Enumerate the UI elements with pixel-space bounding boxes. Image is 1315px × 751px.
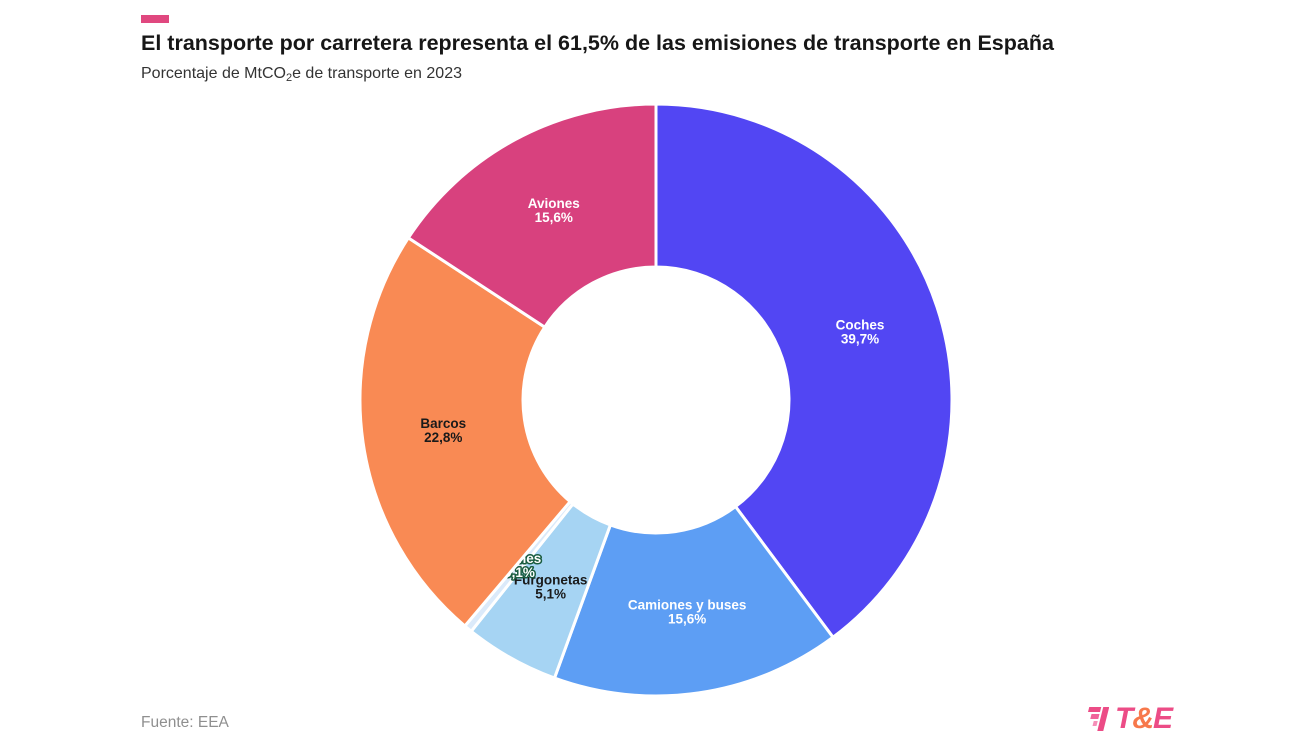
te-logo[interactable]: T&E xyxy=(1083,702,1173,735)
subtitle-text-suffix: e de transporte en 2023 xyxy=(292,65,462,82)
te-logo-text: T&E xyxy=(1115,702,1173,735)
page-title: El transporte por carretera representa e… xyxy=(141,31,1054,55)
logo-letter-e: E xyxy=(1153,702,1173,735)
logo-stripe-1 xyxy=(1088,707,1102,712)
subtitle-text: Porcentaje de MtCO xyxy=(141,65,286,82)
subtitle-subscript: 2 xyxy=(285,72,293,84)
logo-letter-amp: & xyxy=(1132,702,1154,735)
pie-segment-barcos[interactable] xyxy=(358,236,572,628)
logo-bar xyxy=(1097,707,1109,731)
title-accent-bar xyxy=(141,15,169,23)
chart-subtitle: Porcentaje de MtCO2e de transporte en 20… xyxy=(141,65,462,84)
source-note: Fuente: EEA xyxy=(141,714,229,731)
te-logo-icon xyxy=(1088,707,1109,731)
logo-stripe-2 xyxy=(1090,714,1100,719)
pie-segment-aviones[interactable] xyxy=(406,102,658,329)
pie-segment-coches[interactable] xyxy=(654,102,954,639)
logo-letter-t: T xyxy=(1115,702,1133,735)
logo-stripe-3 xyxy=(1092,721,1098,726)
pie-segment-camiones-y-buses[interactable] xyxy=(552,505,835,698)
